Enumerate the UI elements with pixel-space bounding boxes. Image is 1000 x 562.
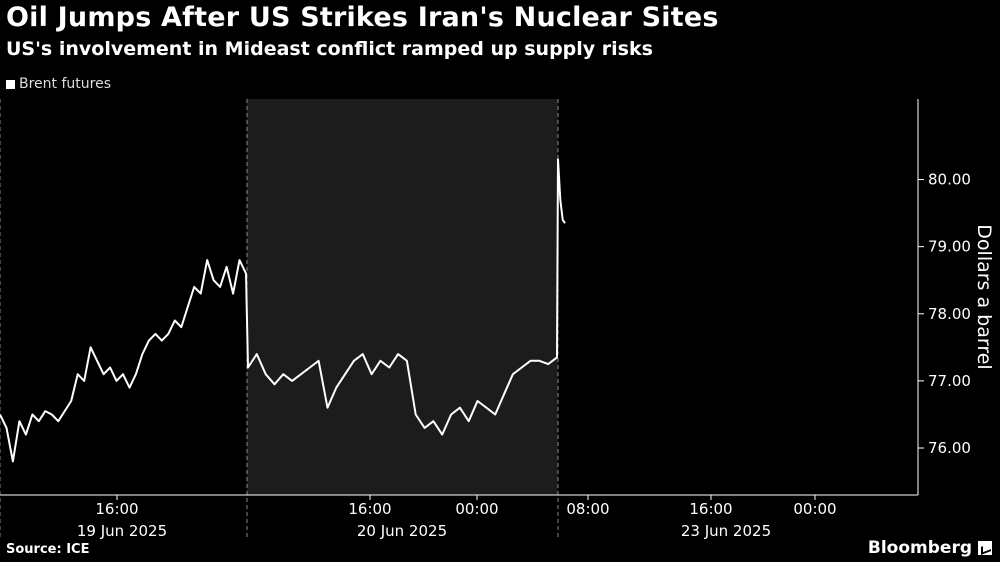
chart-brand-icon [978, 541, 992, 555]
x-tick-label: 00:00 [793, 500, 836, 518]
source-note: Source: ICE [6, 542, 90, 557]
brand-logo: Bloomberg [868, 538, 992, 558]
x-date-label: 20 Jun 2025 [357, 522, 447, 540]
brent-futures-line [0, 158, 566, 463]
chart-subtitle: US's involvement in Mideast conflict ram… [6, 38, 653, 60]
brand-name: Bloomberg [867, 538, 972, 558]
y-axis-title: Dollars a barrel [973, 224, 995, 369]
shaded-session-band [247, 99, 558, 495]
x-tick-label: 16:00 [95, 500, 138, 518]
x-tick-label: 00:00 [455, 500, 498, 518]
x-tick-label: 16:00 [348, 500, 391, 518]
y-tick-label: 76.00 [928, 439, 971, 457]
x-date-label: 19 Jun 2025 [77, 522, 167, 540]
x-tick-label: 16:00 [689, 500, 732, 518]
y-tick-label: 78.00 [928, 305, 971, 323]
chart-title: Oil Jumps After US Strikes Iran's Nuclea… [6, 2, 719, 33]
legend-swatch [6, 79, 15, 89]
legend-label: Brent futures [19, 76, 111, 92]
x-date-label: 23 Jun 2025 [681, 522, 771, 540]
x-tick-label: 08:00 [566, 500, 609, 518]
legend: Brent futures [6, 76, 111, 92]
y-tick-label: 77.00 [928, 372, 971, 390]
y-tick-label: 80.00 [928, 171, 971, 189]
y-tick-label: 79.00 [928, 238, 971, 256]
